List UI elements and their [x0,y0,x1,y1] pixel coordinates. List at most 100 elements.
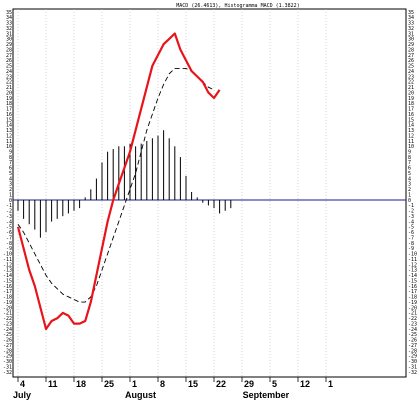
y-tick-right: 7 [408,160,411,166]
y-tick-right: -11 [408,257,417,263]
y-tick-left: -14 [3,273,12,279]
y-tick-left: 19 [6,96,12,102]
x-tick-label: 29 [244,379,254,389]
y-tick-right: 17 [408,107,414,113]
y-tick-right: -5 [408,225,414,231]
x-tick-label: 18 [76,379,86,389]
y-tick-right: 28 [408,47,414,53]
histogram [17,130,232,238]
y-tick-right: 22 [408,80,414,86]
y-tick-left: 12 [6,133,12,139]
y-tick-left: -32 [3,370,12,376]
y-tick-left: -16 [3,284,12,290]
y-tick-left: 16 [6,112,12,118]
y-tick-left: 10 [6,144,12,150]
y-tick-right: 31 [408,31,414,37]
x-tick-label: 1 [328,379,333,389]
y-tick-right: 21 [408,85,414,91]
y-tick-right: 30 [408,37,414,43]
y-tick-right: -4 [408,219,414,225]
month-label: August [125,390,156,400]
y-tick-right: -8 [408,241,414,247]
y-tick-right: -30 [408,359,417,365]
y-tick-left: 8 [9,155,12,161]
y-tick-right: -1 [408,203,414,209]
y-tick-left: 23 [6,74,12,80]
y-tick-left: 27 [6,53,12,59]
y-tick-right: -6 [408,230,414,236]
y-tick-left: 7 [9,160,12,166]
y-tick-right: -18 [408,295,417,301]
y-tick-right: 14 [408,123,414,129]
y-tick-right: 2 [408,187,411,193]
y-tick-left: 33 [6,21,12,27]
x-tick-label: 8 [160,379,165,389]
y-tick-right: 20 [408,90,414,96]
y-tick-left: 15 [6,117,12,123]
y-tick-left: -27 [3,343,12,349]
y-tick-left: 24 [6,69,12,75]
y-tick-left: -10 [3,252,12,258]
x-tick-label: 1 [132,379,137,389]
y-tick-left: 22 [6,80,12,86]
y-tick-left: -12 [3,262,12,268]
y-tick-left: 4 [9,176,12,182]
y-tick-left: 0 [9,198,12,204]
y-tick-right: -26 [408,338,417,344]
month-label: September [243,390,290,400]
y-tick-left: 13 [6,128,12,134]
x-tick-label: 5 [272,379,277,389]
y-tick-right: 5 [408,171,411,177]
y-tick-left: -2 [6,209,12,215]
y-tick-left: -4 [6,219,12,225]
y-tick-right: 13 [408,128,414,134]
y-tick-left: 29 [6,42,12,48]
y-tick-right: 3 [408,182,411,188]
y-tick-right: 12 [408,133,414,139]
y-tick-left: -18 [3,295,12,301]
x-tick-label: 15 [188,379,198,389]
y-tick-right: 10 [408,144,414,150]
y-tick-left: -26 [3,338,12,344]
y-tick-left: 1 [9,192,12,198]
y-tick-right: 25 [408,64,414,70]
y-tick-left: -24 [3,327,12,333]
y-tick-left: -20 [3,305,12,311]
y-tick-right: 23 [408,74,414,80]
y-tick-left: -5 [6,225,12,231]
y-tick-left: 18 [6,101,12,107]
y-tick-right: -27 [408,343,417,349]
y-tick-right: -7 [408,235,414,241]
y-tick-right: 9 [408,150,411,156]
y-tick-right: 18 [408,101,414,107]
y-tick-right: -21 [408,311,417,317]
month-label: July [13,390,31,400]
y-tick-right: 32 [408,26,414,32]
y-tick-right: 1 [408,192,411,198]
y-axis-right: 3534333231302928272625242322212019181716… [408,10,417,376]
y-tick-right: -17 [408,289,417,295]
y-tick-left: -1 [6,203,12,209]
x-tick-label: 11 [48,379,58,389]
y-tick-right: 26 [408,58,414,64]
month-labels: July August September [13,390,290,400]
y-tick-right: -3 [408,214,414,220]
y-tick-left: 3 [9,182,12,188]
y-tick-left: -13 [3,268,12,274]
y-tick-right: -20 [408,305,417,311]
y-tick-left: 11 [6,139,12,145]
signal-line [17,67,215,303]
y-tick-right: -12 [408,262,417,268]
macd-line [16,32,221,331]
x-tick-label: 12 [300,379,310,389]
y-tick-right: 34 [408,15,414,21]
y-tick-left: 30 [6,37,12,43]
y-axis-left: 3534333231302928272625242322212019181716… [3,10,12,376]
y-tick-left: -30 [3,359,12,365]
y-tick-left: 28 [6,47,12,53]
y-tick-left: -29 [3,354,12,360]
y-tick-left: 2 [9,187,12,193]
y-tick-left: -28 [3,348,12,354]
y-tick-right: 24 [408,69,414,75]
